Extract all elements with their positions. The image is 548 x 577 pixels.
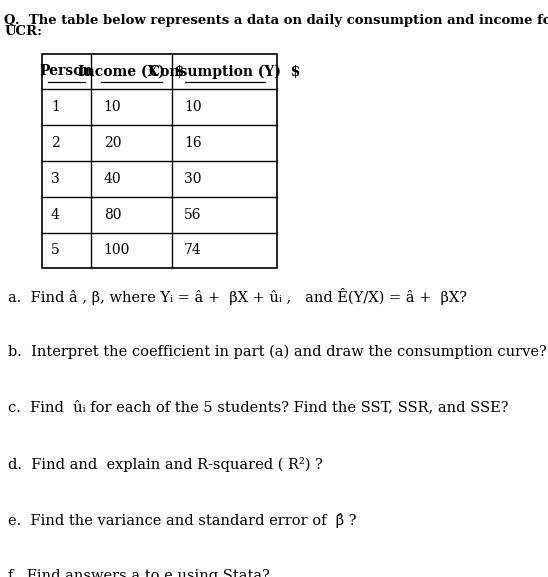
- Text: 10: 10: [184, 100, 202, 114]
- Text: UCR:: UCR:: [4, 25, 43, 38]
- Text: 10: 10: [104, 100, 121, 114]
- Text: 5: 5: [51, 243, 60, 257]
- Text: Q.  The table below represents a data on daily consumption and income for 5 stud: Q. The table below represents a data on …: [4, 14, 548, 27]
- Text: 4: 4: [51, 208, 60, 222]
- Text: b.  Interpret the coefficient in part (a) and draw the consumption curve?: b. Interpret the coefficient in part (a)…: [8, 344, 546, 359]
- Text: 56: 56: [184, 208, 202, 222]
- Text: 30: 30: [184, 172, 202, 186]
- Text: Consumption (Y)  $: Consumption (Y) $: [149, 64, 300, 78]
- Text: 1: 1: [51, 100, 60, 114]
- Text: 20: 20: [104, 136, 121, 150]
- Text: e.  Find the variance and standard error of  β̂ ?: e. Find the variance and standard error …: [8, 513, 356, 528]
- Text: c.  Find  ûᵢ for each of the 5 students? Find the SST, SSR, and SSE?: c. Find ûᵢ for each of the 5 students? F…: [8, 400, 508, 415]
- Text: 74: 74: [184, 243, 202, 257]
- Text: 100: 100: [104, 243, 130, 257]
- Text: f.  Find answers a to e using Stata?: f. Find answers a to e using Stata?: [8, 569, 270, 577]
- Text: a.  Find â , β, where Yᵢ = â +  βX + ûᵢ ,   and Ê(Y/X) = â +  βX?: a. Find â , β, where Yᵢ = â + βX + ûᵢ , …: [8, 288, 466, 305]
- Text: Income (X)  $: Income (X) $: [78, 65, 185, 78]
- Text: 3: 3: [51, 172, 60, 186]
- Text: d.  Find and  explain and R-squared ( R²) ?: d. Find and explain and R-squared ( R²) …: [8, 457, 322, 472]
- Text: 80: 80: [104, 208, 121, 222]
- Text: 40: 40: [104, 172, 121, 186]
- Text: 16: 16: [184, 136, 202, 150]
- Text: 2: 2: [51, 136, 60, 150]
- Text: Person: Person: [40, 65, 93, 78]
